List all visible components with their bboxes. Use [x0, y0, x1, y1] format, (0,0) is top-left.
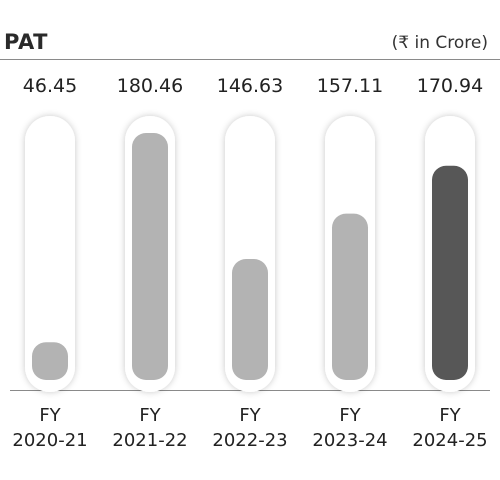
bar	[232, 259, 268, 380]
category-tick-label: 2021-22	[112, 430, 187, 451]
category-tick-label: 2022-23	[212, 430, 287, 451]
category-tick-label: 2020-21	[12, 430, 87, 451]
category-tick-label: FY	[139, 405, 161, 426]
bar	[132, 133, 168, 380]
category-tick-label: FY	[339, 405, 361, 426]
header-rule	[0, 59, 500, 60]
bar-value-label: 46.45	[23, 75, 77, 97]
bar-value-label: 170.94	[417, 75, 483, 97]
bar	[32, 342, 68, 380]
bar-track	[25, 116, 75, 392]
category-tick-label: 2024-25	[412, 430, 487, 451]
category-tick-label: FY	[39, 405, 61, 426]
bar	[432, 165, 468, 380]
bar-value-label: 180.46	[117, 75, 183, 97]
category-tick-label: 2023-24	[312, 430, 387, 451]
bar-value-label: 157.11	[317, 75, 383, 97]
unit-label: (₹ in Crore)	[391, 33, 488, 53]
category-tick-label: FY	[239, 405, 261, 426]
bar	[332, 213, 368, 380]
bar-value-label: 146.63	[217, 75, 283, 97]
chart-title: PAT	[4, 30, 48, 54]
category-tick-label: FY	[439, 405, 461, 426]
